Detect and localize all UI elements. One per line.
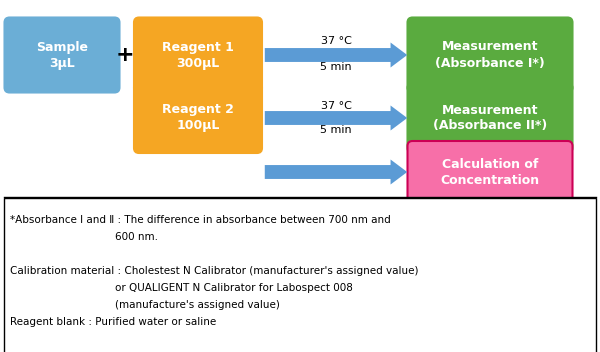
FancyBboxPatch shape (407, 18, 572, 93)
Text: 37 °C: 37 °C (320, 101, 352, 111)
FancyBboxPatch shape (134, 18, 262, 93)
Text: Measurement
(Absorbance II*): Measurement (Absorbance II*) (433, 103, 547, 132)
Text: 5 min: 5 min (320, 125, 352, 135)
Text: Measurement
(Absorbance I*): Measurement (Absorbance I*) (435, 40, 545, 69)
Text: Reagent blank : Purified water or saline: Reagent blank : Purified water or saline (10, 317, 216, 327)
Text: 600 nm.: 600 nm. (115, 232, 158, 242)
Text: (manufacture's assigned value): (manufacture's assigned value) (115, 300, 280, 310)
Text: *Absorbance I and Ⅱ : The difference in absorbance between 700 nm and: *Absorbance I and Ⅱ : The difference in … (10, 215, 391, 225)
FancyBboxPatch shape (4, 198, 596, 352)
FancyBboxPatch shape (407, 83, 572, 153)
Text: Sample
3μL: Sample 3μL (36, 40, 88, 69)
FancyBboxPatch shape (5, 18, 119, 93)
Text: Calibration material : Cholestest N Calibrator (manufacturer's assigned value): Calibration material : Cholestest N Cali… (10, 266, 419, 276)
Text: or QUALIGENT N Calibrator for Labospect 008: or QUALIGENT N Calibrator for Labospect … (115, 283, 353, 293)
Text: +: + (116, 45, 134, 65)
Text: Reagent 2
100μL: Reagent 2 100μL (162, 103, 234, 132)
Text: Calculation of
Concentration: Calculation of Concentration (440, 157, 539, 187)
Text: 37 °C: 37 °C (320, 36, 352, 46)
Text: 5 min: 5 min (320, 62, 352, 72)
FancyBboxPatch shape (134, 83, 262, 153)
Text: Reagent 1
300μL: Reagent 1 300μL (162, 40, 234, 69)
FancyBboxPatch shape (407, 141, 572, 203)
